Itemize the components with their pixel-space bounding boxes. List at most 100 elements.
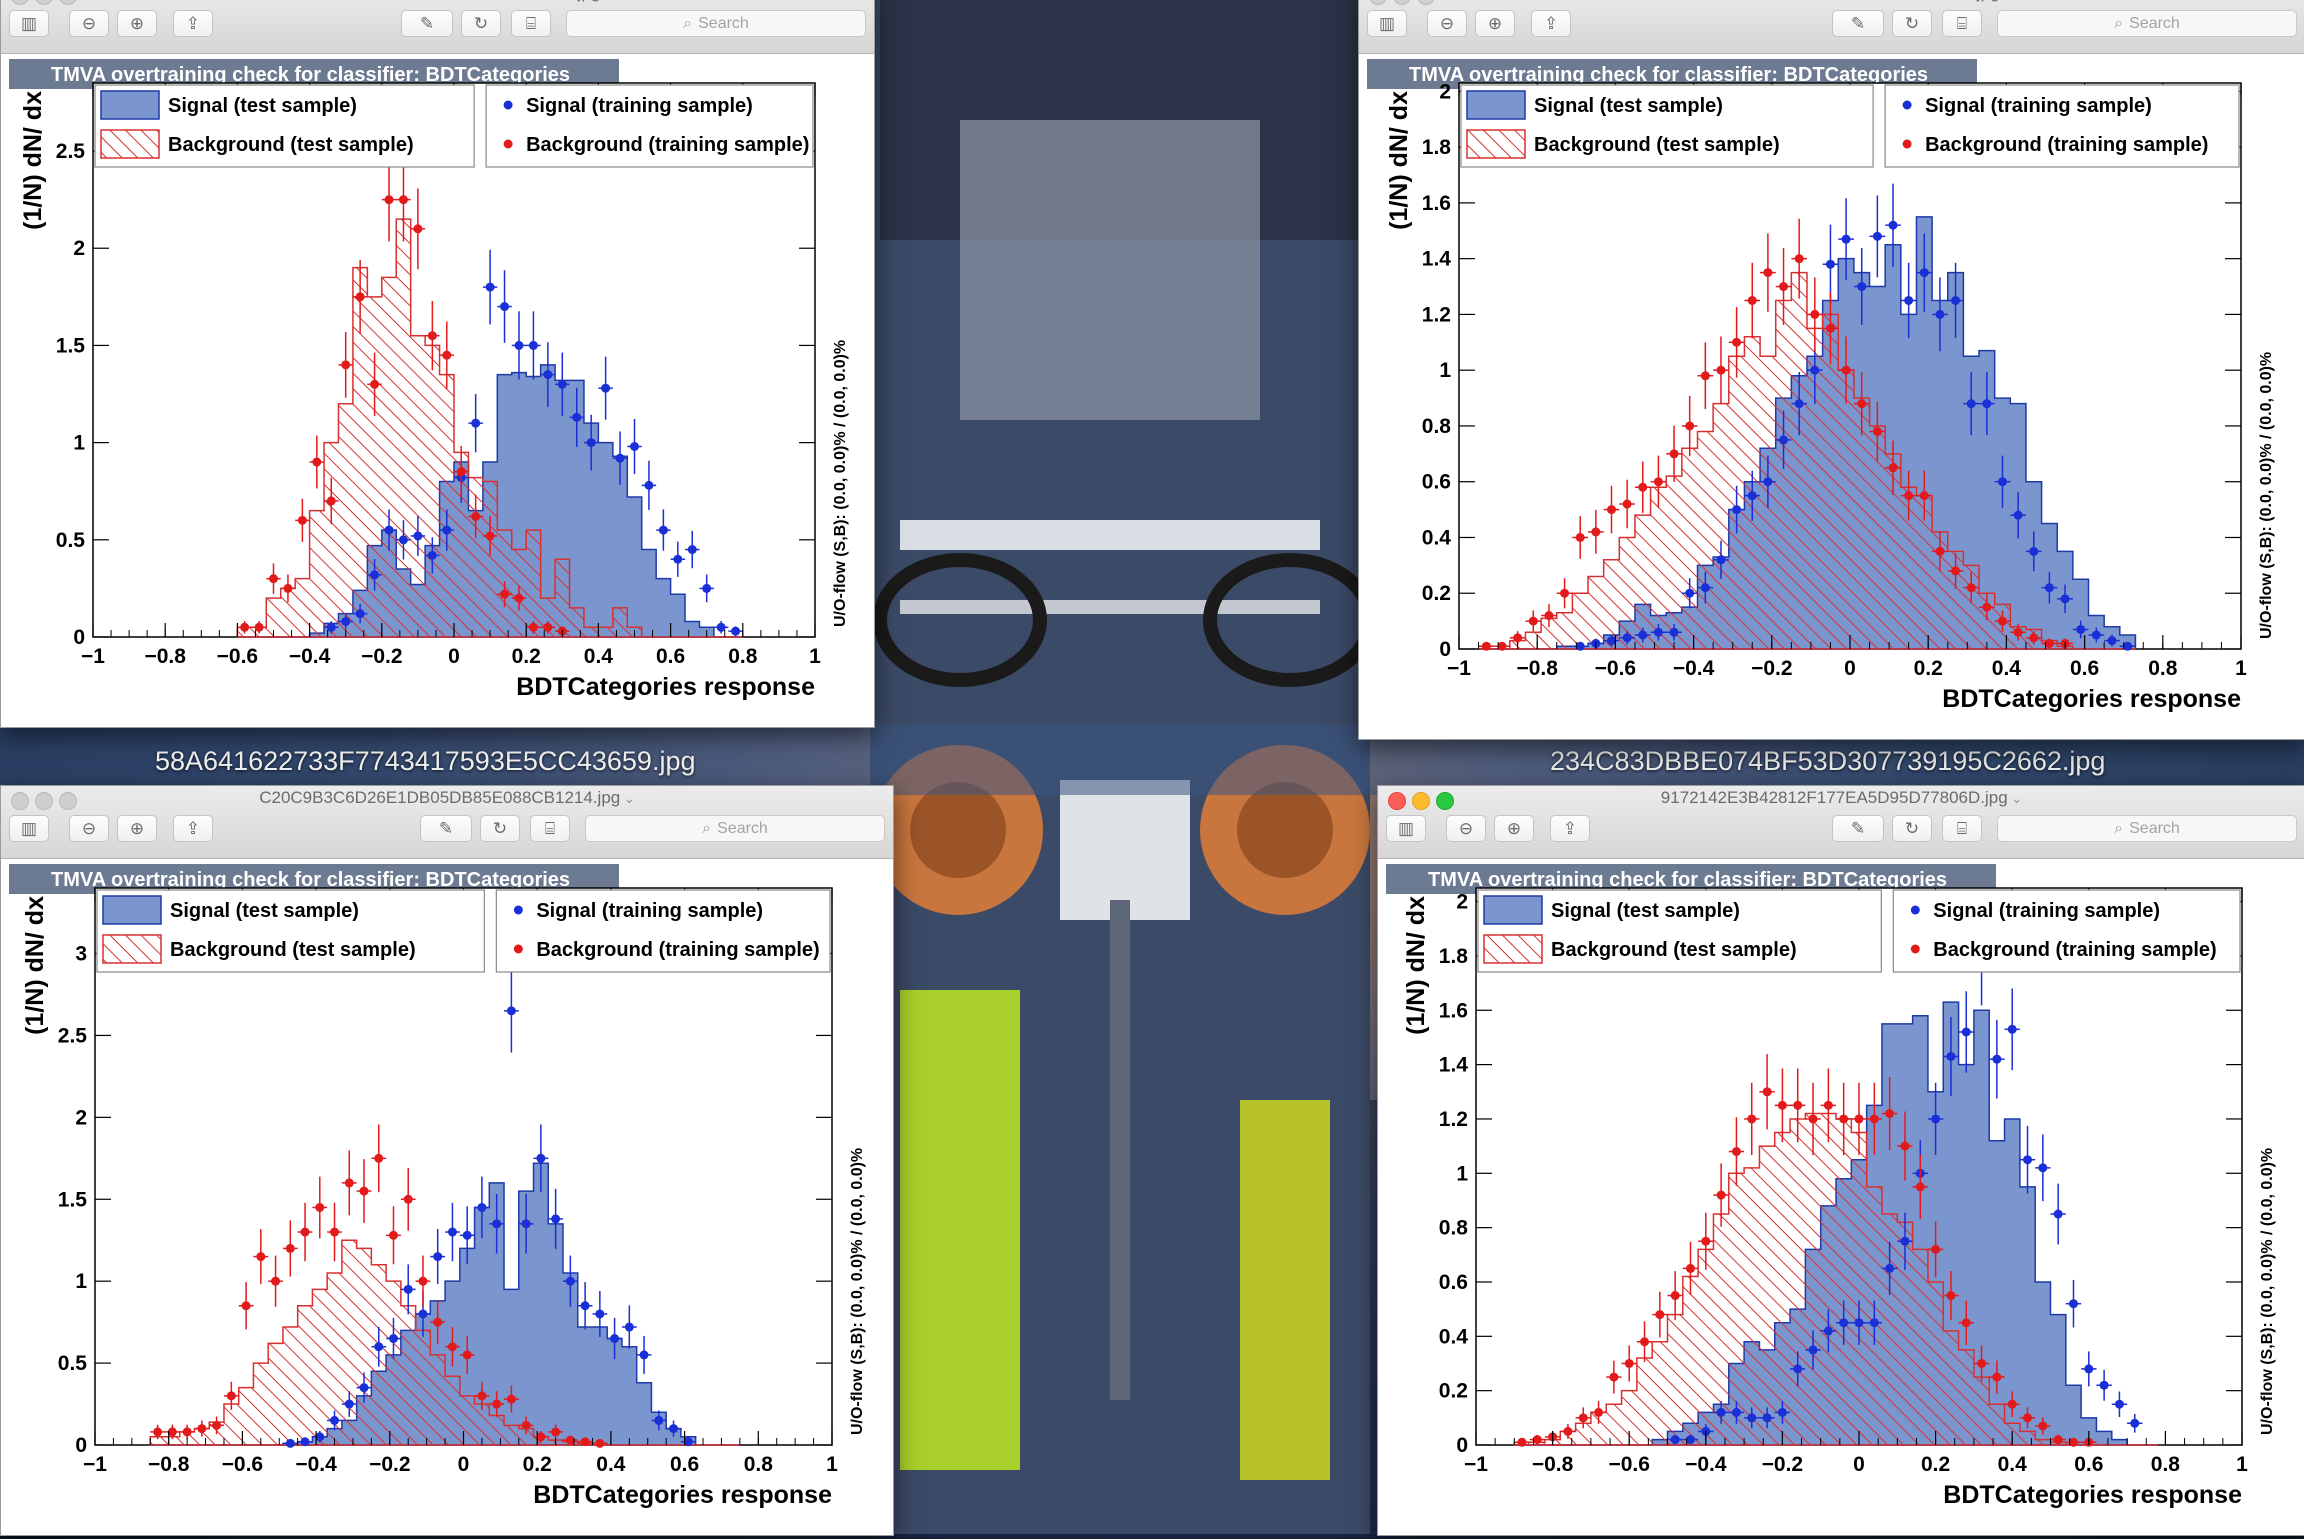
- close-window-button[interactable]: [1388, 792, 1406, 810]
- x-tick-label: −1: [81, 645, 105, 668]
- background-training-point: [474, 1381, 490, 1410]
- rotate-button[interactable]: ↻: [461, 10, 501, 37]
- toolbox-button[interactable]: ⌸: [1942, 815, 1982, 842]
- toolbox-icon: ⌸: [1956, 13, 1968, 33]
- rotate-button[interactable]: ↻: [1892, 815, 1932, 842]
- legend-label: Signal (training sample): [1925, 95, 2152, 117]
- chevron-down-icon[interactable]: ⌄: [2007, 791, 2023, 806]
- x-tick-label: 0.8: [2151, 1453, 2181, 1476]
- y-tick-label: 1.2: [1422, 303, 1451, 326]
- x-tick-label: 1: [809, 645, 821, 668]
- x-tick-label: −0.6: [1595, 657, 1636, 680]
- background-training-point: [1869, 401, 1886, 462]
- signal-training-point: [598, 356, 613, 420]
- background-training-point: [1541, 603, 1557, 628]
- signal-training-point: [371, 1326, 387, 1367]
- preview-window-top-right[interactable]: 234C83DBBE074BF53D307739195C2662.jpg ⌄ ▥ ⊖…: [1358, 0, 2304, 740]
- desktop-file-label-left[interactable]: 58A641622733F7743417593E5CC43659.jpg: [155, 746, 696, 776]
- background-training-point: [489, 1391, 505, 1417]
- search-input[interactable]: ⌕ Search: [585, 815, 885, 842]
- search-icon: ⌕: [2114, 819, 2124, 837]
- y-tick-label: 1: [1439, 359, 1451, 382]
- window-titlebar[interactable]: C20C9B3C6D26E1DB05DB85E088CB1214.jpg ⌄ ▥ ⊖…: [1, 786, 893, 859]
- y-tick-label: 0.4: [1422, 526, 1452, 549]
- signal-training-point: [607, 1317, 622, 1360]
- signal-training-point: [1851, 1300, 1867, 1345]
- signal-training-point: [341, 1391, 357, 1417]
- x-axis-label: BDTCategories response: [533, 1481, 832, 1509]
- y-tick-label: 1.4: [1439, 1054, 1469, 1077]
- close-window-button[interactable]: [11, 792, 29, 810]
- minimize-window-button[interactable]: [1412, 792, 1430, 810]
- desktop-file-label-right[interactable]: 234C83DBBE074BF53D307739195C2662.jpg: [1550, 746, 2106, 776]
- minimize-window-button[interactable]: [35, 792, 53, 810]
- background-training-point: [1514, 1437, 1530, 1447]
- zoom-out-button[interactable]: ⊖: [69, 815, 109, 842]
- signal-training-point: [1790, 1351, 1806, 1387]
- zoom-in-button[interactable]: ⊕: [1494, 815, 1534, 842]
- background-training-point: [253, 1229, 269, 1285]
- chevron-down-icon[interactable]: ⌄: [620, 791, 635, 806]
- window-titlebar[interactable]: 234C83DBBE074BF53D307739195C2662.jpg ⌄ ▥ ⊖…: [1359, 0, 2304, 54]
- markup-button[interactable]: ✎: [1832, 815, 1884, 842]
- zoom-out-button[interactable]: ⊖: [1446, 815, 1486, 842]
- background-training-point: [1682, 1241, 1699, 1296]
- search-input[interactable]: ⌕ Search: [1997, 815, 2297, 842]
- y-tick-label: 1.2: [1439, 1108, 1468, 1131]
- markup-button[interactable]: ✎: [420, 815, 472, 842]
- share-button[interactable]: ⇪: [173, 815, 213, 842]
- window-titlebar[interactable]: 9172142E3B42812F177EA5D95D77806D.jpg ⌄ ▥ ⊖…: [1378, 786, 2304, 859]
- chevron-down-icon[interactable]: ⌄: [600, 0, 615, 1]
- toolbox-button[interactable]: ⌸: [530, 815, 570, 842]
- x-tick-label: 0.8: [728, 645, 758, 668]
- zoom-in-button[interactable]: ⊕: [117, 815, 157, 842]
- zoom-out-button[interactable]: ⊖: [69, 10, 109, 37]
- zoom-in-button[interactable]: ⊕: [1475, 10, 1515, 37]
- window-titlebar[interactable]: 58A641622733F7743417593E5CC43659.jpg ⌄ ▥ ⊖…: [1, 0, 874, 54]
- signal-training-point: [282, 1438, 298, 1448]
- chevron-down-icon[interactable]: ⌄: [2000, 0, 2014, 1]
- zoom-in-button[interactable]: ⊕: [117, 10, 157, 37]
- signal-training-point: [555, 352, 570, 417]
- search-input[interactable]: ⌕ Search: [1997, 10, 2297, 37]
- preview-window-bottom-right[interactable]: 9172142E3B42812F177EA5D95D77806D.jpg ⌄ ▥ ⊖…: [1377, 785, 2304, 1536]
- y-tick-label: 2: [1439, 80, 1451, 103]
- background-training-point: [518, 1416, 534, 1435]
- rotate-button[interactable]: ↻: [1892, 10, 1932, 37]
- markup-pen-icon: ✎: [419, 13, 435, 33]
- sidebar-toggle-button[interactable]: ▥: [9, 10, 49, 37]
- background-training-point: [327, 1202, 342, 1262]
- markup-button[interactable]: ✎: [1832, 10, 1884, 37]
- zoom-window-button[interactable]: [59, 792, 77, 810]
- legend-swatch-signal: [1466, 90, 1526, 120]
- toolbox-button[interactable]: ⌸: [511, 10, 551, 37]
- signal-training-point: [425, 537, 440, 574]
- signal-training-point: [577, 1282, 593, 1330]
- share-icon: ⇪: [185, 818, 201, 838]
- markup-pen-icon: ✎: [1850, 13, 1866, 33]
- sidebar-toggle-button[interactable]: ▥: [1386, 815, 1426, 842]
- signal-training-point: [2035, 1134, 2051, 1202]
- share-button[interactable]: ⇪: [1531, 10, 1571, 37]
- background-training-point: [312, 1176, 328, 1239]
- zoom-window-button[interactable]: [1436, 792, 1454, 810]
- signal-training-point: [1744, 470, 1761, 521]
- legend-swatch-signal: [100, 90, 160, 120]
- markup-button[interactable]: ✎: [401, 10, 453, 37]
- sidebar-toggle-button[interactable]: ▥: [9, 815, 49, 842]
- toolbox-button[interactable]: ⌸: [1942, 10, 1982, 37]
- sidebar-toggle-button[interactable]: ▥: [1367, 10, 1407, 37]
- zoom-out-button[interactable]: ⊖: [1427, 10, 1467, 37]
- background-training-point: [338, 331, 353, 398]
- y-tick-label: 0.8: [1422, 415, 1452, 438]
- search-input[interactable]: ⌕ Search: [566, 10, 866, 37]
- preview-window-top-left[interactable]: 58A641622733F7743417593E5CC43659.jpg ⌄ ▥ ⊖…: [0, 0, 875, 728]
- signal-training-point: [562, 1255, 578, 1307]
- rotate-button[interactable]: ↻: [480, 815, 520, 842]
- y-tick-label: 0.8: [1439, 1217, 1469, 1240]
- preview-window-bottom-left[interactable]: C20C9B3C6D26E1DB05DB85E088CB1214.jpg ⌄ ▥ ⊖…: [0, 785, 894, 1536]
- share-button[interactable]: ⇪: [1550, 815, 1590, 842]
- signal-training-point: [1943, 1016, 1959, 1096]
- share-button[interactable]: ⇪: [173, 10, 213, 37]
- zoom-out-icon: ⊖: [81, 13, 97, 33]
